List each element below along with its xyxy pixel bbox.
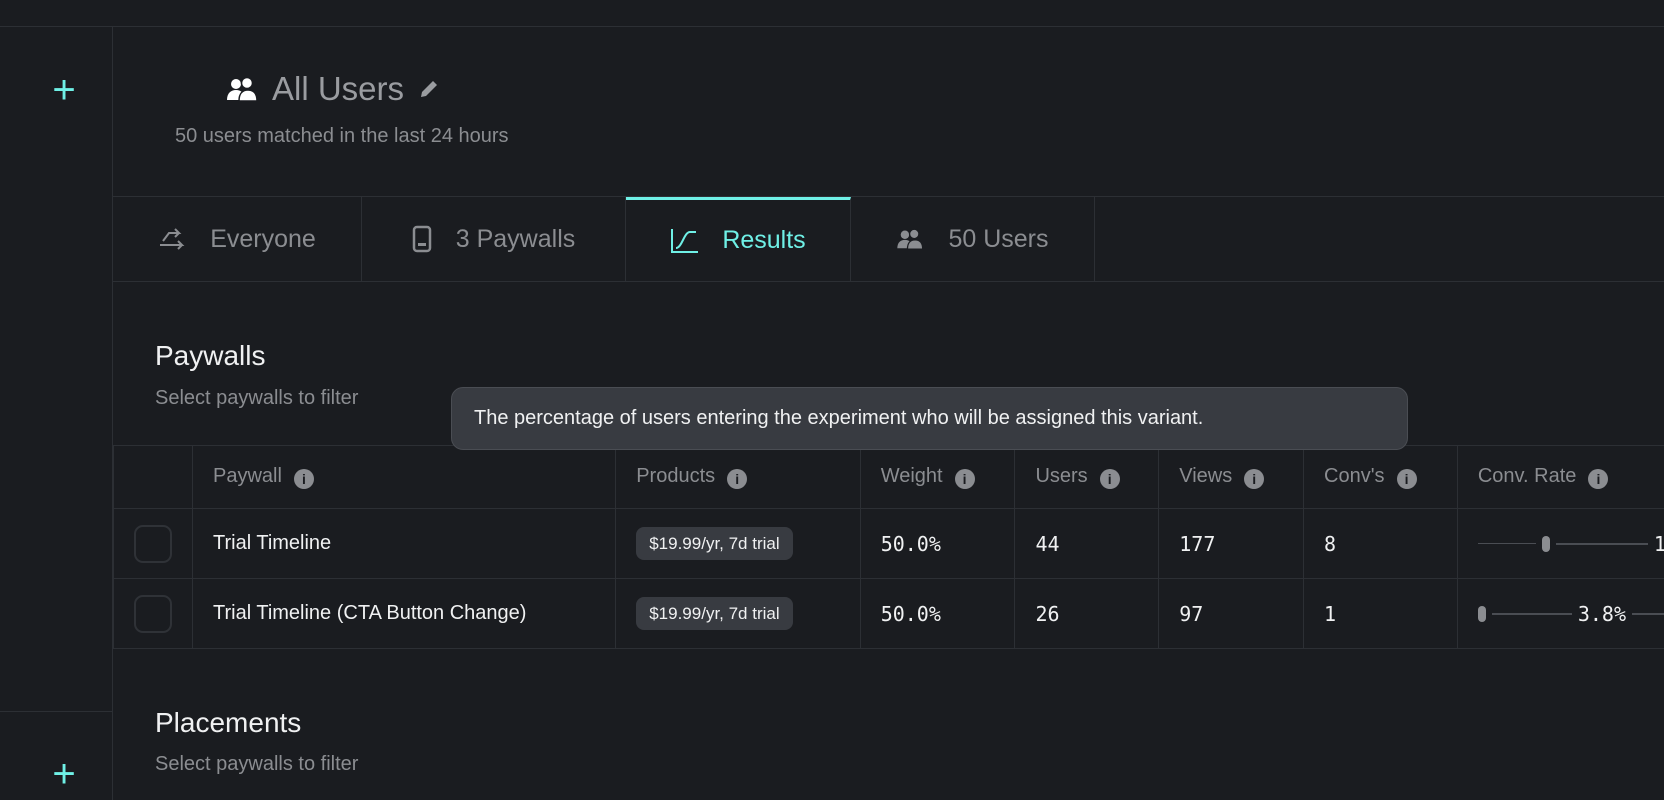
users: 26	[1014, 578, 1160, 649]
paywall-name[interactable]: Trial Timeline (CTA Button Change)	[191, 578, 617, 649]
row-checkbox[interactable]	[134, 594, 172, 633]
info-icon: i	[293, 469, 314, 489]
paywalls-subtitle: Select paywalls to filter	[155, 387, 359, 409]
tab-results[interactable]: Results	[626, 197, 851, 281]
users-icon	[227, 76, 258, 102]
add-icon[interactable]: +	[52, 68, 76, 112]
tab-paywalls[interactable]: 3 Paywalls	[362, 197, 626, 281]
pencil-icon[interactable]	[418, 78, 440, 100]
tab-label: 3 Paywalls	[455, 224, 576, 253]
route-icon	[160, 228, 185, 250]
row-checkbox[interactable]	[134, 524, 172, 563]
conv-rate-bar: 18	[1477, 531, 1664, 556]
tabs-top-border	[113, 196, 1664, 197]
users: 44	[1014, 508, 1160, 579]
info-icon: i	[727, 469, 748, 489]
conv-rate: 3.8%	[1577, 601, 1626, 626]
tab-everyone[interactable]: Everyone	[113, 197, 362, 281]
col-products[interactable]: Products i	[615, 445, 861, 509]
top-divider	[0, 26, 1664, 27]
rate-marker	[1477, 605, 1486, 622]
col-views[interactable]: Views i	[1158, 445, 1305, 509]
page-title: All Users	[226, 70, 440, 108]
users-icon	[897, 228, 924, 250]
paywall-name[interactable]: Trial Timeline	[191, 508, 617, 579]
col-weight[interactable]: Weight i	[859, 445, 1016, 509]
conv-rate-bar: 3.8%	[1477, 601, 1664, 626]
info-icon: i	[1588, 469, 1609, 489]
placements-subtitle: Select paywalls to filter	[155, 753, 359, 775]
conv-rate: 18	[1653, 531, 1664, 556]
placements-heading: Placements	[155, 707, 302, 738]
rate-marker	[1541, 535, 1550, 552]
page-subtitle: 50 users matched in the last 24 hours	[175, 125, 509, 147]
info-icon: i	[1244, 469, 1265, 489]
title-text: All Users	[272, 70, 405, 107]
table-header: Paywall i Products i Weight i Users i Views i…	[113, 445, 1664, 509]
table-row[interactable]: Trial Timeline $19.99/yr, 7d trial 50.0%…	[113, 508, 1664, 579]
add-icon-bottom[interactable]: +	[52, 752, 76, 796]
convs: 1	[1303, 578, 1458, 649]
tab-users[interactable]: 50 Users	[851, 197, 1095, 281]
table-row[interactable]: Trial Timeline (CTA Button Change) $19.9…	[113, 578, 1664, 649]
info-icon: i	[1099, 469, 1120, 489]
paywalls-heading: Paywalls	[155, 340, 266, 371]
tab-label: Results	[722, 226, 806, 254]
weight: 50.0%	[859, 508, 1016, 579]
col-conv-rate[interactable]: Conv. Rate i	[1456, 445, 1664, 509]
col-users[interactable]: Users i	[1014, 445, 1160, 509]
weight-tooltip: The percentage of users entering the exp…	[451, 387, 1408, 450]
col-convs[interactable]: Conv's i	[1303, 445, 1458, 509]
product-chip: $19.99/yr, 7d trial	[636, 597, 793, 630]
convs: 8	[1303, 508, 1458, 579]
info-icon: i	[954, 469, 975, 489]
tab-label: 50 Users	[948, 224, 1049, 253]
phone-icon	[412, 225, 431, 253]
sidebar-section-divider	[0, 711, 112, 712]
tab-label: Everyone	[210, 224, 316, 253]
paywalls-table: Paywall i Products i Weight i Users i Views i…	[113, 445, 1664, 649]
tabs-bottom-border	[113, 281, 1664, 282]
col-paywall[interactable]: Paywall i	[191, 445, 617, 509]
chart-icon	[671, 228, 699, 253]
sidebar-divider	[112, 26, 113, 800]
info-icon: i	[1396, 469, 1417, 489]
views: 97	[1158, 578, 1305, 649]
views: 177	[1158, 508, 1305, 579]
weight: 50.0%	[859, 578, 1016, 649]
product-chip: $19.99/yr, 7d trial	[636, 527, 793, 560]
